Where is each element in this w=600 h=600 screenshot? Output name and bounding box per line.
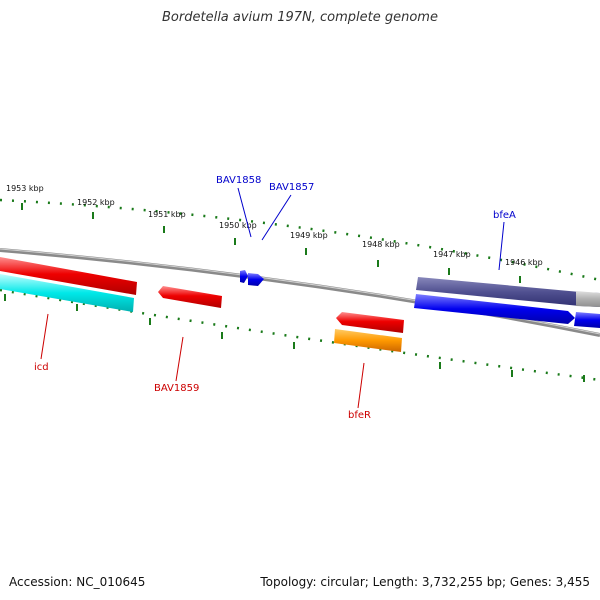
- kbp-label-1950: 1950 kbp: [219, 221, 257, 230]
- gene-labels: BAV1858 BAV1857 bfeA icd BAV1859 bfeR: [34, 175, 516, 421]
- gene-bfea-shape[interactable]: [416, 277, 600, 307]
- kbp-label-1948: 1948 kbp: [362, 240, 400, 249]
- kbp-label-1953: 1953 kbp: [6, 184, 44, 193]
- gene-bfea-tail: [576, 291, 600, 307]
- gene-label-bav1857[interactable]: BAV1857: [269, 182, 314, 193]
- kbp-label-1949: 1949 kbp: [290, 231, 328, 240]
- gene-label-bav1859[interactable]: BAV1859: [154, 383, 199, 394]
- gene-label-bfer[interactable]: bfeR: [348, 410, 371, 421]
- lower-tick-track: [0, 288, 600, 382]
- upper-tick-track: [0, 198, 600, 282]
- gene-callouts: [40, 187, 505, 409]
- accession-text: Accession: NC_010645: [9, 575, 146, 589]
- gene-bav1858-shape[interactable]: [240, 270, 248, 283]
- gene-upper-red-shape[interactable]: [0, 257, 137, 295]
- genome-backbone: [0, 248, 600, 337]
- kbp-label-1952: 1952 kbp: [77, 198, 115, 207]
- genome-summary-text: Topology: circular; Length: 3,732,255 bp…: [260, 575, 590, 589]
- kbp-label-1951: 1951 kbp: [148, 210, 186, 219]
- gene-label-icd[interactable]: icd: [34, 362, 49, 373]
- gene-bav1859-shape[interactable]: [158, 286, 222, 308]
- gene-bfer-shape[interactable]: [334, 329, 402, 352]
- page-title: Bordetella avium 197N, complete genome: [162, 10, 438, 25]
- gene-icd-shape[interactable]: [0, 274, 134, 312]
- gene-label-bfea[interactable]: bfeA: [493, 210, 516, 221]
- gene-blue-right-shape[interactable]: [574, 312, 600, 328]
- lower-major-ticks: [4, 294, 585, 382]
- upper-major-ticks: [21, 203, 521, 283]
- kbp-label-1947: 1947 kbp: [433, 250, 471, 259]
- gene-blue-long-shape[interactable]: [414, 294, 575, 324]
- kbp-labels: 1953 kbp 1952 kbp 1951 kbp 1950 kbp 1949…: [6, 184, 543, 267]
- gene-bav1857-shape[interactable]: [248, 273, 264, 286]
- gene-label-bav1858[interactable]: BAV1858: [216, 175, 261, 186]
- kbp-label-1946: 1946 kbp: [505, 258, 543, 267]
- gene-bfer-red-shape[interactable]: [336, 312, 404, 333]
